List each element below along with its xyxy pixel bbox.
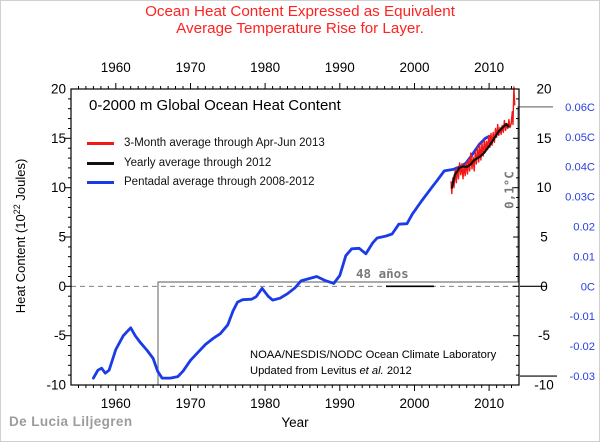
series-pentadal-line (92, 134, 491, 380)
x-tick-label-top: 2000 (399, 60, 429, 75)
celsius-scale-label: -0.02 (570, 341, 596, 353)
watermark-signature: De Lucia Liljegren (9, 414, 133, 429)
celsius-scale-label: 0.04C (565, 162, 595, 174)
annotation-48-years: 48 años (356, 266, 409, 281)
legend-item-yearly: Yearly average through 2012 (87, 156, 271, 170)
x-tick-label-bottom: 2010 (474, 396, 504, 411)
x-tick-label-top: 1970 (175, 60, 205, 75)
y-tick-label-right: -5 (538, 328, 550, 343)
plot-title: 0-2000 m Global Ocean Heat Content (89, 97, 341, 114)
x-tick-label-top: 1980 (250, 60, 280, 75)
credit-line1: NOAA/NESDIS/NODC Ocean Climate Laborator… (250, 349, 497, 361)
bracket-48-years-01C (157, 106, 553, 385)
x-tick-label-bottom: 1960 (101, 396, 131, 411)
black-line-swatch (87, 161, 114, 165)
x-axis-title: Year (281, 415, 309, 430)
x-tick-label-bottom: 1990 (325, 396, 355, 411)
legend-item-3month: 3-Month average through Apr-Jun 2013 (87, 136, 325, 150)
red-line-swatch (87, 141, 114, 145)
y-tick-label-left: 10 (51, 180, 66, 195)
y-tick-label-right: -10 (534, 378, 554, 393)
y-tick-label-right: 5 (540, 230, 548, 245)
figure-title-line2: Average Temperature Rise for Layer. (176, 20, 424, 37)
y-tick-label-right: 15 (536, 131, 551, 146)
celsius-scale-label: 0.01 (573, 251, 595, 263)
legend-label: 3-Month average through Apr-Jun 2013 (124, 137, 325, 149)
data-credit: NOAA/NESDIS/NODC Ocean Climate Laborator… (250, 347, 496, 379)
y-tick-label-right: 20 (536, 82, 551, 97)
y-tick-label-left: 5 (58, 230, 66, 245)
x-tick-label-top: 1990 (325, 60, 355, 75)
y-tick-label-right: 0 (540, 279, 548, 294)
legend-label: Pentadal average through 2008-2012 (124, 176, 315, 188)
x-tick-label-top: 2010 (474, 60, 504, 75)
y-tick-label-left: 0 (58, 279, 66, 294)
series-yearly-line (450, 122, 510, 189)
celsius-scale-label: 0.02 (573, 222, 595, 234)
celsius-scale-label: -0.01 (570, 311, 596, 323)
blue-line-swatch (87, 180, 114, 184)
celsius-scale-label: 0.05C (565, 132, 595, 144)
y-tick-label-left: 20 (51, 82, 66, 97)
celsius-scale-label: -0.03 (570, 371, 596, 383)
celsius-scale-label: 0.06C (565, 102, 595, 114)
figure-title-line1: Ocean Heat Content Expressed as Equivale… (145, 3, 455, 20)
x-tick-label-bottom: 1980 (250, 396, 280, 411)
figure-title: Ocean Heat Content Expressed as Equivale… (1, 3, 599, 37)
y-tick-label-left: -10 (46, 378, 66, 393)
y-tick-label-left: -5 (54, 328, 66, 343)
y-tick-label-right: 10 (536, 180, 551, 195)
x-tick-label-bottom: 1970 (175, 396, 205, 411)
y-tick-label-left: 15 (51, 131, 66, 146)
y-axis-title: Heat Content (1022 Joules) (11, 158, 29, 314)
celsius-scale-label: 0.03C (565, 192, 595, 204)
celsius-scale-label: 0C (581, 281, 595, 293)
credit-line2: Updated from Levitus et al. 2012 (250, 365, 412, 377)
legend-item-pentadal: Pentadal average through 2008-2012 (87, 175, 315, 189)
x-tick-label-bottom: 2000 (399, 396, 429, 411)
annotation-temp-rise: 0,1°C (501, 171, 517, 209)
x-tick-label-top: 1960 (101, 60, 131, 75)
legend-label: Yearly average through 2012 (124, 157, 272, 169)
